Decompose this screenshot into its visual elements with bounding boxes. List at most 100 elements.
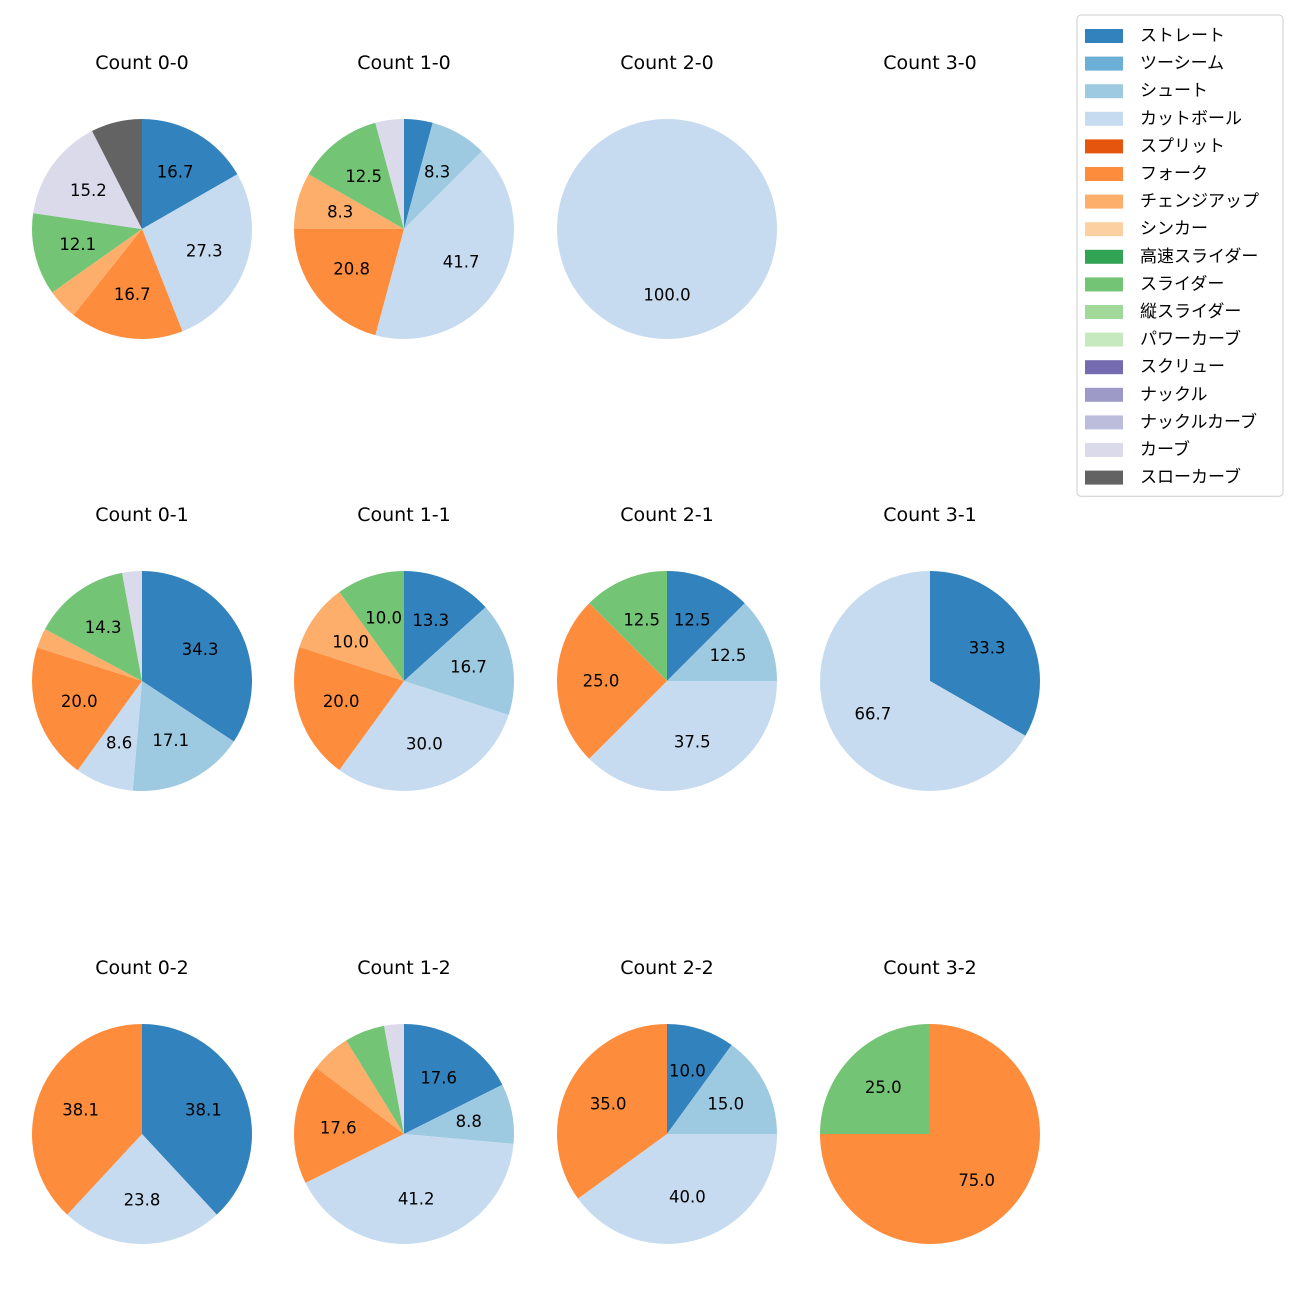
slice-label: 12.5 (623, 611, 660, 630)
pie-count-2-1: Count 2-1 12.5 12.5 37.5 25.0 12.5 (557, 504, 777, 791)
legend-swatch (1085, 194, 1123, 209)
slice-label: 17.6 (320, 1118, 357, 1137)
legend-label: パワーカーブ (1140, 329, 1241, 350)
slice-label: 20.0 (323, 692, 360, 711)
pie-slice (142, 1024, 252, 1215)
pie-title: Count 2-0 (620, 52, 714, 74)
legend-swatch (1085, 415, 1123, 430)
legend-swatch (1085, 387, 1123, 402)
legend-label: チェンジアップ (1140, 192, 1259, 212)
legend-label: ストレート (1140, 26, 1225, 46)
pie-count-1-0: Count 1-0 8.3 41.7 20.8 8.3 12.5 (294, 52, 514, 339)
slice-label: 20.0 (61, 692, 98, 711)
slice-label: 27.3 (186, 241, 223, 260)
pie-count-0-0: Count 0-0 16.7 27.3 16.7 12.1 15.2 (32, 52, 253, 340)
legend-swatch (1085, 139, 1123, 154)
slice-label: 15.2 (70, 181, 107, 200)
pie-slice (556, 1023, 667, 1199)
pie-title: Count 3-2 (883, 957, 977, 979)
slice-label: 30.0 (406, 734, 443, 753)
legend-label: スライダー (1140, 274, 1224, 294)
legend-label: スローカーブ (1140, 467, 1241, 488)
slice-label: 12.5 (345, 167, 382, 186)
pie-slice (33, 130, 142, 229)
pie-slice (667, 571, 745, 681)
legend-label: 高速スライダー (1140, 247, 1258, 267)
pie-slice (37, 629, 142, 681)
pie-slice (305, 1134, 514, 1244)
legend-label: シュート (1140, 81, 1208, 101)
legend-swatch (1085, 222, 1123, 237)
legend-swatch (1085, 277, 1123, 292)
pie-slice (930, 571, 1041, 736)
pie-title: Count 3-1 (883, 504, 977, 526)
legend-swatch (1085, 84, 1123, 99)
slice-label: 12.5 (710, 646, 747, 665)
pie-count-0-1: Count 0-1 34.3 17.1 8.6 20.0 14.3 (31, 504, 252, 792)
slice-label: 66.7 (855, 705, 892, 724)
pie-slice (73, 229, 183, 340)
slice-label: 17.6 (420, 1068, 457, 1087)
pie-slice (293, 647, 404, 770)
slice-label: 41.7 (443, 253, 480, 272)
slice-label: 14.3 (85, 618, 122, 637)
legend-label: カットボール (1140, 109, 1242, 129)
pie-slice (92, 119, 142, 229)
pie-slice (299, 592, 404, 681)
legend-frame (1076, 14, 1284, 497)
pie-slice (294, 174, 404, 229)
pie-slice (142, 119, 238, 229)
legend-swatch (1085, 470, 1123, 485)
slice-label: 20.8 (333, 260, 370, 279)
legend-label: フォーク (1140, 164, 1208, 184)
pie-slice (32, 1024, 142, 1215)
slice-label: 8.3 (327, 203, 353, 222)
pie-slice (667, 1045, 777, 1134)
pie-slice (589, 681, 777, 791)
pie-slice (142, 571, 252, 742)
slice-label: 13.3 (412, 611, 449, 630)
pie-slice (375, 151, 514, 339)
slice-label: 8.6 (106, 733, 132, 752)
pie-count-0-2: Count 0-2 38.1 23.8 38.1 (32, 957, 252, 1244)
slice-label: 10.0 (669, 1062, 706, 1081)
slice-label: 33.3 (969, 638, 1006, 657)
slice-label: 8.8 (456, 1112, 482, 1131)
slice-label: 12.5 (674, 611, 711, 630)
pie-slice (32, 213, 142, 293)
pie-slice (404, 119, 433, 229)
pie-slice (346, 1025, 404, 1134)
legend-swatch (1085, 56, 1123, 71)
slice-label: 10.0 (332, 633, 369, 652)
pie-slice (316, 1040, 404, 1134)
pie-count-1-2: Count 1-2 17.6 8.8 41.2 17.6 (294, 957, 515, 1244)
slice-label: 16.7 (157, 162, 194, 181)
slice-label: 34.3 (182, 640, 219, 659)
pie-title: Count 1-1 (357, 504, 451, 526)
slice-label: 10.0 (365, 609, 402, 628)
pie-slice (667, 603, 777, 681)
pie-slice (294, 1067, 404, 1183)
legend-swatch (1085, 305, 1123, 319)
pie-title: Count 0-0 (95, 52, 189, 74)
slice-label: 16.7 (114, 285, 151, 304)
legend-label: スクリュー (1140, 357, 1225, 377)
pie-count-3-1: Count 3-1 33.3 66.7 (820, 504, 1041, 791)
pie-title: Count 0-2 (95, 957, 189, 979)
pie-title: Count 2-1 (620, 504, 714, 526)
legend-swatch (1085, 332, 1123, 347)
pie-slice (339, 681, 509, 792)
slice-label: 100.0 (643, 286, 690, 305)
pie-slice (404, 122, 482, 229)
pie-count-2-2: Count 2-2 10.015.0 40.0 35.0 (556, 957, 777, 1245)
slice-label: 17.1 (152, 731, 189, 750)
legend-label: 縦スライダー (1140, 302, 1241, 322)
pie-slice (52, 229, 143, 316)
legend-label: スプリット (1140, 136, 1225, 156)
pie-slice (589, 571, 667, 681)
legend-swatch (1085, 167, 1123, 181)
slice-label: 38.1 (185, 1100, 222, 1119)
pie-count-3-0: Count 3-0 (883, 52, 977, 74)
legend-label: ツーシーム (1140, 54, 1224, 74)
slice-label: 40.0 (669, 1187, 706, 1206)
